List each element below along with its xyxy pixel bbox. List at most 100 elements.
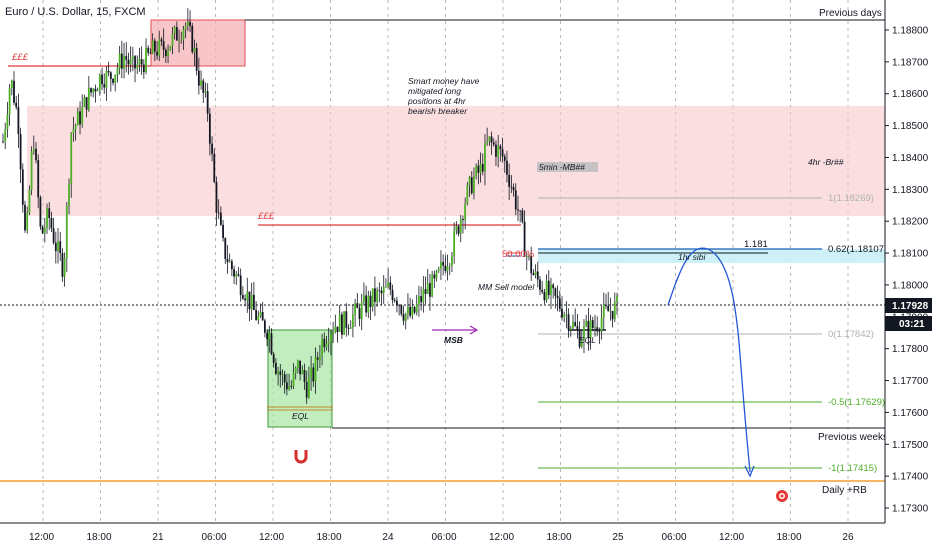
- candle-body[interactable]: [147, 47, 150, 53]
- candle-body[interactable]: [41, 226, 44, 234]
- candle-body[interactable]: [396, 300, 398, 306]
- candle-body[interactable]: [415, 304, 418, 313]
- candle-body[interactable]: [145, 47, 147, 73]
- candle-body[interactable]: [46, 208, 48, 228]
- candle-body[interactable]: [616, 296, 618, 302]
- candle-body[interactable]: [492, 142, 495, 145]
- candle-body[interactable]: [74, 125, 77, 130]
- candle-body[interactable]: [468, 177, 471, 186]
- candle-body[interactable]: [228, 261, 231, 263]
- candle-body[interactable]: [70, 133, 73, 184]
- candle-body[interactable]: [136, 64, 139, 69]
- candle-body[interactable]: [433, 274, 436, 279]
- candle-body[interactable]: [426, 283, 429, 294]
- candle-body[interactable]: [261, 312, 264, 321]
- candle-body[interactable]: [558, 298, 561, 309]
- candle-body[interactable]: [545, 280, 548, 301]
- candle-body[interactable]: [341, 314, 343, 335]
- candle-body[interactable]: [378, 290, 381, 292]
- candle-body[interactable]: [393, 300, 396, 302]
- candle-body[interactable]: [470, 177, 473, 194]
- candle-body[interactable]: [440, 261, 442, 269]
- candle-body[interactable]: [19, 134, 22, 170]
- candle-body[interactable]: [325, 343, 328, 348]
- time-axis[interactable]: 12:00 18:00 21 06:00 12:00 18:00 24 06:00 12:00 1…: [29, 532, 854, 543]
- candle-body[interactable]: [583, 326, 585, 340]
- candle-body[interactable]: [435, 271, 438, 279]
- candle-body[interactable]: [519, 210, 522, 212]
- candle-body[interactable]: [554, 288, 557, 296]
- candle-body[interactable]: [215, 181, 218, 213]
- candle-body[interactable]: [290, 386, 293, 388]
- candle-body[interactable]: [305, 381, 308, 398]
- candle-body[interactable]: [598, 331, 601, 333]
- candle-body[interactable]: [76, 111, 79, 126]
- candle-body[interactable]: [303, 370, 306, 382]
- candle-body[interactable]: [382, 287, 385, 294]
- candle-body[interactable]: [580, 339, 583, 347]
- candle-body[interactable]: [283, 374, 286, 383]
- candle-body[interactable]: [330, 333, 332, 342]
- candle-body[interactable]: [541, 289, 544, 292]
- candle-body[interactable]: [431, 274, 434, 297]
- candle-body[interactable]: [409, 306, 412, 316]
- candle-body[interactable]: [508, 174, 511, 187]
- candle-body[interactable]: [301, 370, 304, 375]
- candle-body[interactable]: [241, 295, 244, 299]
- candle-body[interactable]: [103, 84, 106, 88]
- candle-body[interactable]: [543, 291, 546, 301]
- candle-body[interactable]: [259, 312, 262, 316]
- candle-body[interactable]: [613, 301, 616, 320]
- candle-body[interactable]: [299, 360, 301, 375]
- candle-body[interactable]: [250, 294, 253, 310]
- candle-body[interactable]: [453, 230, 456, 257]
- candle-body[interactable]: [343, 311, 346, 335]
- candle-body[interactable]: [35, 148, 37, 161]
- candle-body[interactable]: [528, 255, 530, 257]
- high-supply-box[interactable]: [151, 20, 245, 66]
- candle-body[interactable]: [277, 371, 279, 374]
- candle-body[interactable]: [576, 325, 579, 330]
- candle-body[interactable]: [429, 283, 431, 297]
- candle-body[interactable]: [477, 165, 480, 173]
- candle-body[interactable]: [162, 41, 165, 50]
- candle-body[interactable]: [182, 29, 185, 40]
- candle-body[interactable]: [24, 204, 26, 231]
- candle-body[interactable]: [587, 320, 590, 339]
- candle-body[interactable]: [83, 97, 86, 107]
- candle-body[interactable]: [334, 326, 337, 333]
- candle-body[interactable]: [534, 271, 537, 275]
- candle-body[interactable]: [191, 25, 194, 53]
- candle-body[interactable]: [57, 241, 59, 252]
- candle-body[interactable]: [547, 280, 550, 296]
- candle-body[interactable]: [466, 185, 469, 204]
- candle-body[interactable]: [385, 286, 387, 288]
- candle-body[interactable]: [413, 307, 416, 313]
- candle-body[interactable]: [569, 327, 572, 331]
- candle-body[interactable]: [184, 25, 187, 30]
- candle-body[interactable]: [446, 266, 449, 271]
- candle-body[interactable]: [195, 48, 198, 71]
- candle-body[interactable]: [352, 314, 354, 328]
- candle-body[interactable]: [292, 373, 295, 387]
- candle-body[interactable]: [552, 284, 555, 289]
- candle-body[interactable]: [230, 261, 233, 270]
- candle-body[interactable]: [180, 39, 183, 41]
- candle-body[interactable]: [116, 68, 119, 75]
- candle-body[interactable]: [197, 70, 200, 86]
- candle-body[interactable]: [512, 187, 515, 191]
- candle-body[interactable]: [457, 226, 460, 234]
- candle-body[interactable]: [310, 367, 313, 378]
- candle-body[interactable]: [442, 261, 445, 266]
- candle-body[interactable]: [211, 143, 213, 154]
- candle-body[interactable]: [37, 160, 40, 198]
- candle-body[interactable]: [319, 356, 321, 360]
- candle-body[interactable]: [376, 290, 379, 302]
- candle-body[interactable]: [307, 377, 310, 398]
- candle-body[interactable]: [312, 367, 315, 382]
- candle-body[interactable]: [501, 149, 504, 157]
- candle-body[interactable]: [118, 53, 121, 69]
- candle-body[interactable]: [114, 74, 117, 83]
- candle-body[interactable]: [109, 72, 112, 80]
